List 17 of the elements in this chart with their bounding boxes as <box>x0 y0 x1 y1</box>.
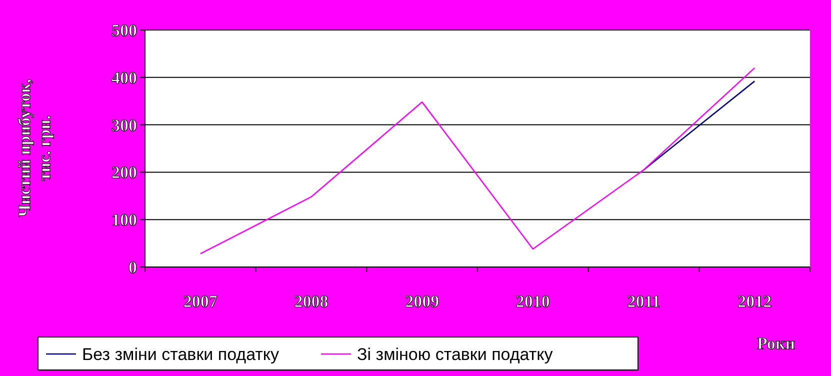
y-axis-title: Чистий прибуток, тис. грн. <box>15 78 54 218</box>
y-tick-label: 500 <box>112 20 137 40</box>
x-tick-label: 2008 <box>294 292 328 311</box>
legend-label: Зі зміною ставки податку <box>357 344 554 364</box>
y-tick-label: 300 <box>112 116 137 135</box>
y-tick-label: 200 <box>112 163 137 182</box>
y-tick-label: 0 <box>128 258 137 277</box>
x-tick-label: 2011 <box>627 292 660 311</box>
x-tick-label: 2007 <box>183 292 218 311</box>
x-tick-label: 2009 <box>405 292 440 311</box>
legend-label: Без зміни ставки податку <box>82 344 280 364</box>
y-tick-label: 400 <box>112 68 137 88</box>
x-axis-title: Роки <box>756 334 796 353</box>
line-series <box>200 67 756 254</box>
x-tick-label: 2010 <box>516 292 550 311</box>
y-tick-label: 100 <box>112 210 137 230</box>
x-tick-label: 2012 <box>738 292 772 311</box>
